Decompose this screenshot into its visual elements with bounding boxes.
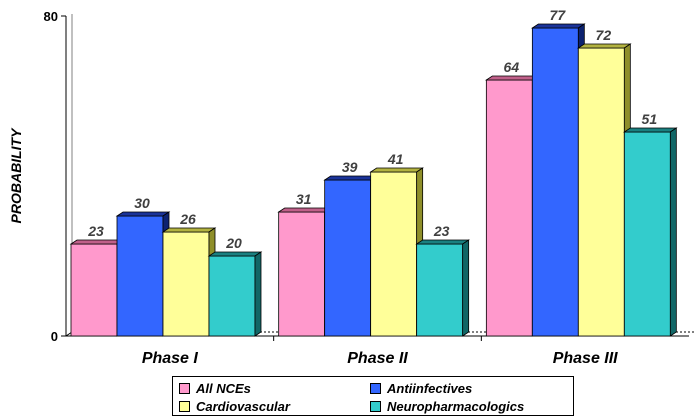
data-label-neuropharmacologics-phase-ii: 23 — [433, 223, 450, 239]
legend-swatch-cardiovascular — [179, 400, 190, 412]
legend-item-antiinfectives: Antiinfectives — [370, 380, 472, 396]
bar-antiinfectives-phase-iii — [531, 23, 586, 337]
legend-item-all-nces: All NCEs — [179, 380, 251, 396]
chart-labels: 23 30 26 20 31 39 41 23 64 77 72 51 — [87, 7, 657, 251]
bar-front — [116, 215, 164, 337]
bar-front — [531, 27, 579, 337]
bar-side — [462, 239, 470, 337]
x-tick-label-phase-i: Phase I — [142, 350, 199, 367]
data-label-cardiovascular-phase-iii: 72 — [596, 27, 612, 43]
bar-top — [277, 207, 332, 213]
bar-front — [416, 243, 464, 337]
bar-cardiovascular-phase-i — [161, 227, 217, 337]
bar-side — [254, 251, 262, 337]
legend-swatch-neuropharmacologics — [370, 400, 381, 412]
bar-antiinfectives-phase-i — [115, 211, 171, 337]
bar-top — [69, 239, 125, 245]
data-label-cardiovascular-phase-ii: 41 — [387, 151, 404, 167]
bar-top — [207, 251, 263, 257]
bar-front — [370, 171, 418, 337]
bar-top — [531, 23, 586, 29]
legend-label-antiinfectives: Antiinfectives — [387, 380, 473, 396]
legend-item-neuropharmacologics: Neuropharmacologics — [370, 398, 524, 414]
legend-label-cardiovascular: Cardiovascular — [196, 398, 290, 414]
bar-front — [70, 243, 118, 337]
bar-cardiovascular-phase-iii — [577, 43, 632, 337]
bar-top — [577, 43, 632, 49]
legend-swatch-antiinfectives — [370, 382, 381, 394]
data-label-antiinfectives-phase-iii: 77 — [550, 7, 567, 23]
bar-cardiovascular-phase-ii — [369, 167, 424, 337]
bar-front — [278, 211, 326, 337]
bar-top — [323, 175, 378, 181]
bar-neuropharmacologics-phase-i — [207, 251, 263, 337]
x-tick-label-phase-ii: Phase II — [347, 350, 408, 367]
bar-front — [623, 131, 671, 337]
data-label-all-nces-phase-i: 23 — [87, 223, 104, 239]
bar-top — [415, 239, 470, 245]
data-label-all-nces-phase-ii: 31 — [296, 191, 312, 207]
legend-item-cardiovascular: Cardiovascular — [179, 398, 290, 414]
bar-all-nces-phase-ii — [277, 207, 332, 337]
legend-label-all-nces: All NCEs — [196, 380, 251, 396]
legend-label-neuropharmacologics: Neuropharmacologics — [387, 398, 525, 414]
bar-antiinfectives-phase-ii — [323, 175, 378, 337]
y-axis-title: PROBABILITY — [8, 127, 24, 224]
chart-legend: All NCEs Antiinfectives Cardiovascular N… — [172, 376, 574, 416]
bar-front — [162, 231, 210, 337]
bar-neuropharmacologics-phase-iii — [623, 127, 678, 337]
legend-swatch-all-nces — [179, 382, 190, 394]
bar-top — [623, 127, 678, 133]
bar-all-nces-phase-iii — [485, 75, 540, 337]
data-label-cardiovascular-phase-i: 26 — [179, 211, 196, 227]
bar-top — [161, 227, 217, 233]
y-tick-label: 80 — [44, 9, 58, 24]
y-tick-label: 0 — [51, 329, 58, 344]
bar-side — [669, 127, 677, 337]
chart-axes: 0 80 PROBABILITY Phase I Phase II Phase III — [8, 9, 695, 367]
data-label-antiinfectives-phase-i: 30 — [134, 195, 150, 211]
bar-front — [577, 47, 625, 337]
bar-front — [485, 79, 533, 337]
data-label-antiinfectives-phase-ii: 39 — [342, 159, 358, 175]
bar-top — [115, 211, 171, 217]
bar-neuropharmacologics-phase-ii — [415, 239, 470, 337]
bar-top — [485, 75, 540, 81]
data-label-neuropharmacologics-phase-i: 20 — [225, 235, 242, 251]
chart-bars — [69, 23, 678, 337]
bar-front — [208, 255, 256, 337]
bar-all-nces-phase-i — [69, 239, 125, 337]
bar-front — [324, 179, 372, 337]
data-label-neuropharmacologics-phase-iii: 51 — [642, 111, 658, 127]
x-tick-label-phase-iii: Phase III — [553, 350, 618, 367]
data-label-all-nces-phase-iii: 64 — [504, 59, 520, 75]
bar-top — [369, 167, 424, 173]
